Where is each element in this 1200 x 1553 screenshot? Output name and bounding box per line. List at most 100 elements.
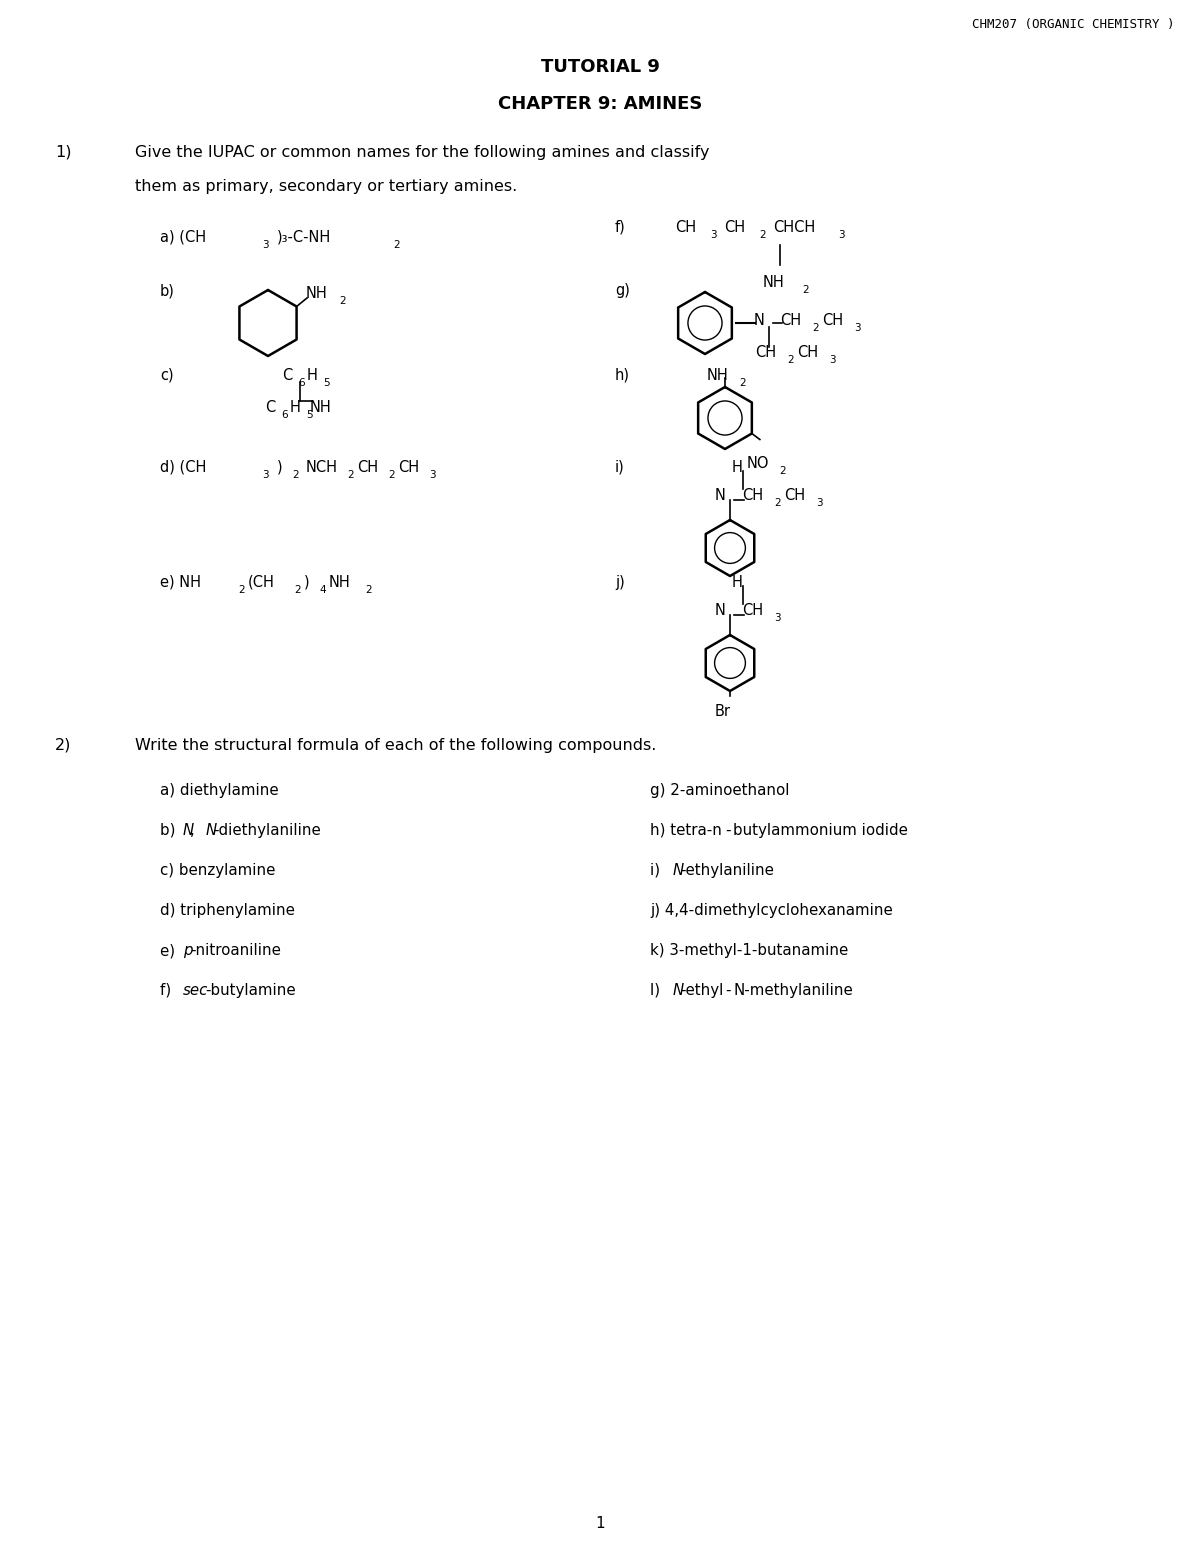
Text: CHCH: CHCH xyxy=(773,221,815,235)
Text: ): ) xyxy=(304,575,310,590)
Text: e) NH: e) NH xyxy=(160,575,202,590)
Text: N: N xyxy=(182,823,194,839)
Text: N: N xyxy=(715,488,726,503)
Text: l): l) xyxy=(650,983,665,999)
Text: k) 3-methyl-1-butanamine: k) 3-methyl-1-butanamine xyxy=(650,943,848,958)
Text: 2: 2 xyxy=(347,471,354,480)
Text: NO: NO xyxy=(746,457,769,471)
Text: d) triphenylamine: d) triphenylamine xyxy=(160,902,295,918)
Text: h): h) xyxy=(616,368,630,384)
Text: CH: CH xyxy=(358,460,378,475)
Text: 2): 2) xyxy=(55,738,71,753)
Text: NH: NH xyxy=(306,286,328,301)
Text: 1): 1) xyxy=(55,144,72,160)
Text: 2: 2 xyxy=(292,471,299,480)
Text: -nitroaniline: -nitroaniline xyxy=(191,943,281,958)
Text: 3: 3 xyxy=(829,356,835,365)
Text: f): f) xyxy=(616,221,625,235)
Text: j): j) xyxy=(616,575,625,590)
Text: H: H xyxy=(290,401,301,415)
Text: N: N xyxy=(673,983,684,999)
Text: CH: CH xyxy=(797,345,818,360)
Text: 3: 3 xyxy=(430,471,436,480)
Text: CH: CH xyxy=(742,488,763,503)
Text: CH: CH xyxy=(780,314,802,328)
Text: 5: 5 xyxy=(323,377,330,388)
Text: 2: 2 xyxy=(388,471,395,480)
Text: -ethylaniline: -ethylaniline xyxy=(680,863,774,877)
Text: h) tetra-n: h) tetra-n xyxy=(650,823,722,839)
Text: 3: 3 xyxy=(262,241,269,250)
Text: them as primary, secondary or tertiary amines.: them as primary, secondary or tertiary a… xyxy=(134,179,517,194)
Text: 3: 3 xyxy=(816,499,823,508)
Text: CH: CH xyxy=(724,221,745,235)
Text: CHAPTER 9: AMINES: CHAPTER 9: AMINES xyxy=(498,95,702,113)
Text: (CH: (CH xyxy=(248,575,275,590)
Text: b): b) xyxy=(160,283,175,298)
Text: sec: sec xyxy=(182,983,208,999)
Text: 2: 2 xyxy=(340,297,346,306)
Text: C: C xyxy=(265,401,275,415)
Text: e): e) xyxy=(160,943,180,958)
Text: d) (CH: d) (CH xyxy=(160,460,206,475)
Text: 2: 2 xyxy=(812,323,818,332)
Text: -butylamine: -butylamine xyxy=(205,983,296,999)
Text: N: N xyxy=(715,603,726,618)
Text: 2: 2 xyxy=(779,466,786,477)
Text: Br: Br xyxy=(715,704,731,719)
Text: 2: 2 xyxy=(238,585,245,595)
Text: 6: 6 xyxy=(281,410,288,419)
Text: 3: 3 xyxy=(838,230,845,241)
Text: -: - xyxy=(726,983,731,999)
Text: -diethylaniline: -diethylaniline xyxy=(212,823,320,839)
Text: 2: 2 xyxy=(774,499,781,508)
Text: 2: 2 xyxy=(802,286,809,295)
Text: H: H xyxy=(732,460,743,475)
Text: 2: 2 xyxy=(787,356,793,365)
Text: 2: 2 xyxy=(365,585,372,595)
Text: j) 4,4-dimethylcyclohexanamine: j) 4,4-dimethylcyclohexanamine xyxy=(650,902,893,918)
Text: a) diethylamine: a) diethylamine xyxy=(160,783,278,798)
Text: CHM207 (ORGANIC CHEMISTRY ): CHM207 (ORGANIC CHEMISTRY ) xyxy=(972,19,1175,31)
Text: H: H xyxy=(732,575,743,590)
Text: N: N xyxy=(205,823,217,839)
Text: NH: NH xyxy=(707,368,728,384)
Text: i): i) xyxy=(650,863,665,877)
Text: 3: 3 xyxy=(262,471,269,480)
Text: NH: NH xyxy=(310,401,331,415)
Text: TUTORIAL 9: TUTORIAL 9 xyxy=(540,57,660,76)
Text: N-methylaniline: N-methylaniline xyxy=(733,983,853,999)
Text: g): g) xyxy=(616,283,630,298)
Text: C: C xyxy=(282,368,293,384)
Text: CH: CH xyxy=(674,221,696,235)
Text: f): f) xyxy=(160,983,176,999)
Text: c): c) xyxy=(160,368,174,384)
Text: butylammonium iodide: butylammonium iodide xyxy=(733,823,908,839)
Text: a) (CH: a) (CH xyxy=(160,230,206,245)
Text: )₃-C-NH: )₃-C-NH xyxy=(277,230,331,245)
Text: Write the structural formula of each of the following compounds.: Write the structural formula of each of … xyxy=(134,738,656,753)
Text: CH: CH xyxy=(784,488,805,503)
Text: 6: 6 xyxy=(298,377,305,388)
Text: NH: NH xyxy=(329,575,350,590)
Text: 1: 1 xyxy=(595,1516,605,1531)
Text: CH: CH xyxy=(742,603,763,618)
Text: p: p xyxy=(182,943,192,958)
Text: -ethyl: -ethyl xyxy=(680,983,724,999)
Text: CH: CH xyxy=(398,460,419,475)
Text: NCH: NCH xyxy=(306,460,338,475)
Text: 2: 2 xyxy=(394,241,400,250)
Text: i): i) xyxy=(616,460,625,475)
Text: ): ) xyxy=(277,460,283,475)
Text: 2: 2 xyxy=(739,377,745,388)
Text: CH: CH xyxy=(755,345,776,360)
Text: N: N xyxy=(673,863,684,877)
Text: 3: 3 xyxy=(854,323,860,332)
Text: H: H xyxy=(307,368,318,384)
Text: b): b) xyxy=(160,823,180,839)
Text: 4: 4 xyxy=(319,585,325,595)
Text: NH: NH xyxy=(763,275,785,290)
Text: 2: 2 xyxy=(760,230,766,241)
Text: ,: , xyxy=(191,823,199,839)
Text: 2: 2 xyxy=(294,585,301,595)
